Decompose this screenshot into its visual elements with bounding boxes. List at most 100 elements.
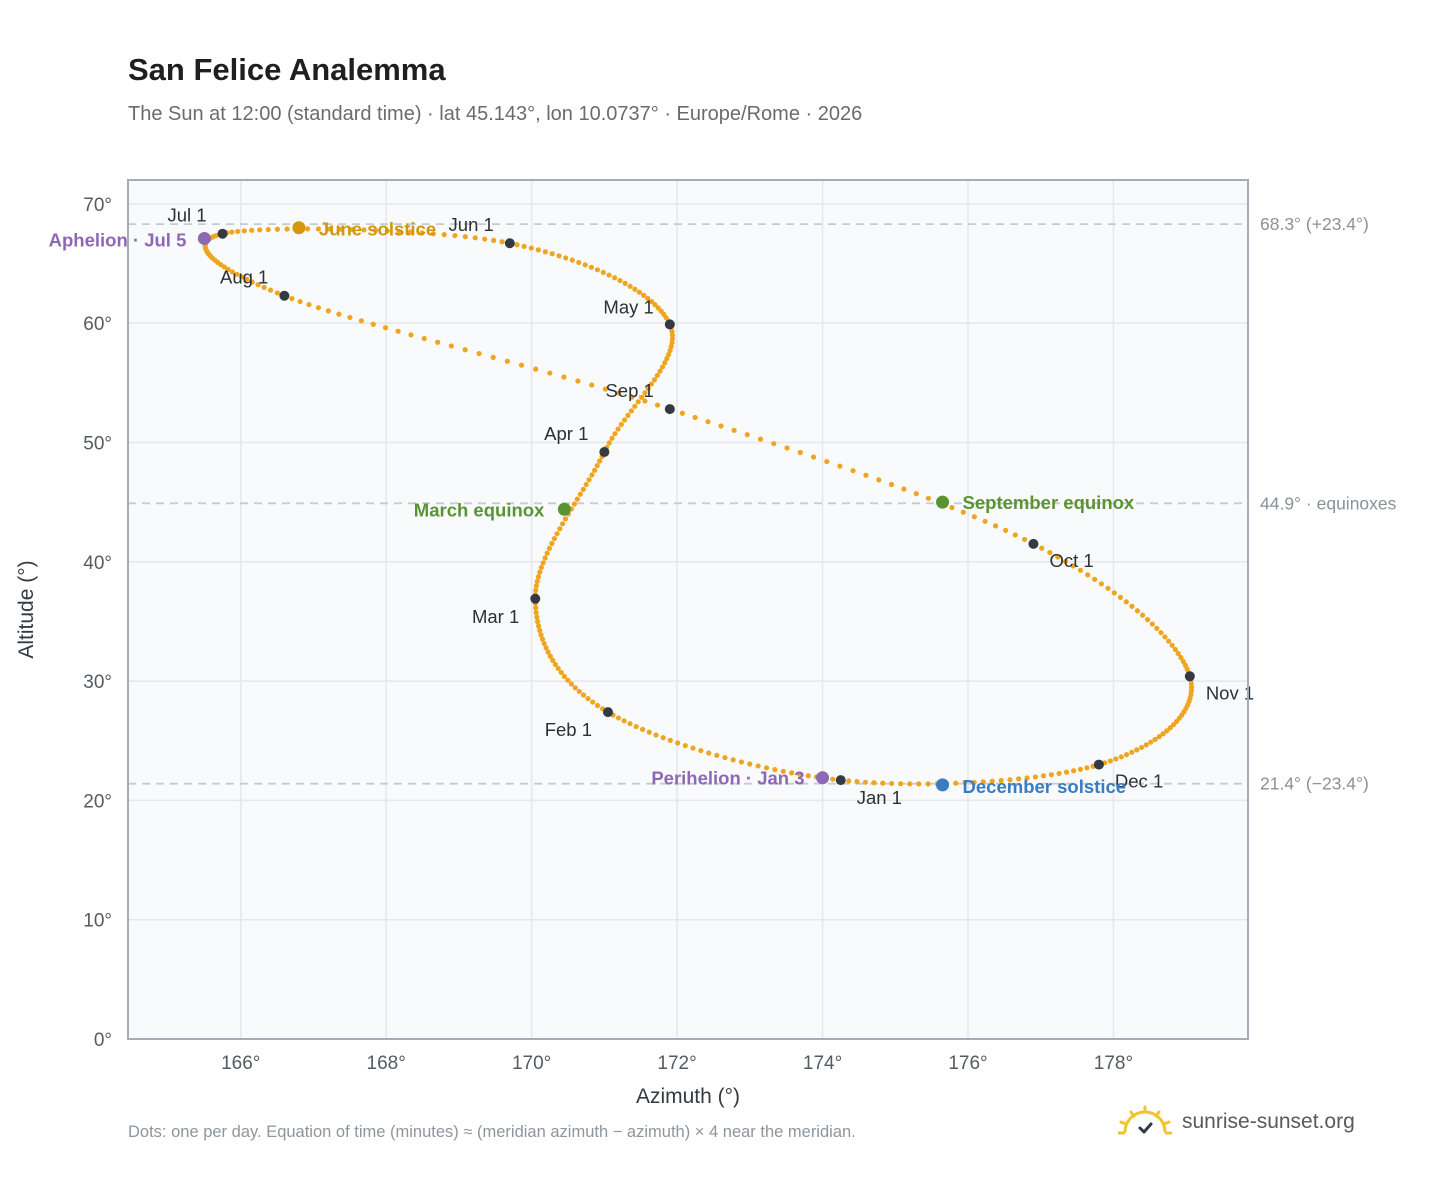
daily-dot	[653, 732, 659, 738]
daily-dot	[705, 419, 711, 425]
daily-dot	[747, 761, 753, 767]
daily-dot	[545, 649, 551, 655]
daily-dot	[585, 695, 591, 702]
daily-dot	[547, 653, 553, 659]
daily-dot	[561, 374, 567, 380]
daily-dot	[612, 275, 618, 281]
daily-dot	[602, 386, 608, 392]
event-marker	[292, 221, 306, 235]
daily-dot	[563, 255, 569, 261]
daily-dot	[265, 226, 271, 233]
daily-dot	[1024, 775, 1030, 781]
daily-dot	[594, 702, 601, 709]
daily-dot	[419, 230, 425, 236]
sun-logo-icon	[1118, 1105, 1172, 1135]
daily-dot	[949, 504, 955, 511]
daily-dot	[648, 298, 655, 305]
daily-dot	[546, 545, 553, 551]
daily-dot	[435, 339, 441, 345]
daily-dot	[462, 234, 468, 240]
daily-dot	[907, 781, 913, 787]
y-tick-label: 50°	[83, 433, 112, 454]
daily-dot	[863, 472, 869, 478]
daily-dot	[1178, 654, 1184, 661]
daily-dot	[229, 229, 235, 235]
daily-dot	[980, 779, 986, 785]
daily-dot	[1070, 563, 1076, 569]
daily-dot	[615, 426, 621, 432]
daily-dot	[1021, 536, 1028, 543]
y-tick-label: 10°	[83, 911, 112, 932]
month-label: Jan 1	[857, 787, 902, 808]
daily-dot	[992, 523, 999, 529]
daily-dot	[490, 354, 496, 360]
daily-dot	[668, 344, 674, 350]
daily-dot	[1172, 646, 1178, 653]
daily-dot	[1170, 722, 1177, 728]
daily-dot	[241, 228, 247, 234]
x-tick-label: 168°	[367, 1053, 406, 1074]
daily-dot	[384, 228, 390, 234]
daily-dot	[632, 403, 638, 409]
y-tick-label: 40°	[83, 553, 112, 574]
daily-dot	[1107, 758, 1113, 764]
daily-dot	[1156, 734, 1162, 740]
month-marker	[1093, 759, 1104, 770]
month-label: Jul 1	[167, 205, 206, 226]
daily-dot	[1123, 599, 1129, 605]
daily-dot	[989, 778, 995, 784]
daily-dot	[535, 247, 541, 253]
brand-link[interactable]: sunrise-sunset.org	[1118, 1102, 1355, 1142]
chart-subtitle: The Sun at 12:00 (standard time) · lat 4…	[128, 103, 863, 125]
daily-dot	[962, 780, 968, 786]
daily-dot	[682, 742, 688, 749]
month-marker	[217, 228, 228, 239]
month-marker	[603, 707, 613, 718]
daily-dot	[1154, 625, 1160, 631]
x-tick-label: 174°	[803, 1053, 842, 1074]
event-marker	[936, 495, 950, 509]
daily-dot	[594, 463, 600, 469]
daily-dot	[541, 640, 547, 647]
daily-dot	[572, 685, 578, 691]
daily-dot	[568, 681, 575, 687]
daily-dot	[533, 583, 539, 589]
daily-dot	[550, 657, 556, 663]
daily-dot	[722, 755, 728, 761]
daily-dot	[635, 399, 641, 405]
daily-dot	[606, 440, 612, 446]
daily-dot	[652, 302, 658, 308]
month-marker	[664, 319, 675, 330]
daily-dot	[744, 432, 750, 438]
daily-dot	[234, 271, 240, 277]
daily-dot	[629, 394, 635, 400]
daily-dot	[880, 780, 886, 786]
daily-dot	[876, 477, 882, 483]
daily-dot	[621, 417, 628, 423]
daily-dot	[618, 421, 624, 428]
daily-dot	[654, 402, 661, 408]
daily-dot	[594, 267, 601, 273]
daily-dot	[452, 232, 458, 239]
month-label: Jun 1	[449, 214, 494, 235]
daily-dot	[621, 718, 627, 724]
daily-dot	[549, 540, 555, 547]
event-marker	[197, 231, 211, 245]
daily-dot	[600, 269, 606, 276]
event-label: December solstice	[963, 776, 1127, 797]
daily-dot	[651, 377, 658, 383]
daily-dot	[229, 269, 235, 275]
daily-dot	[462, 347, 468, 353]
daily-dot	[289, 295, 295, 302]
daily-dot	[692, 414, 698, 421]
daily-dot	[537, 627, 543, 634]
daily-dot	[542, 249, 548, 255]
daily-dot	[535, 574, 542, 580]
daily-dot	[569, 257, 575, 263]
daily-dot	[552, 661, 558, 668]
daily-dot	[609, 435, 615, 441]
daily-dot	[430, 231, 436, 237]
daily-dot	[267, 287, 274, 293]
daily-dot	[588, 264, 594, 270]
daily-dot	[667, 737, 673, 743]
